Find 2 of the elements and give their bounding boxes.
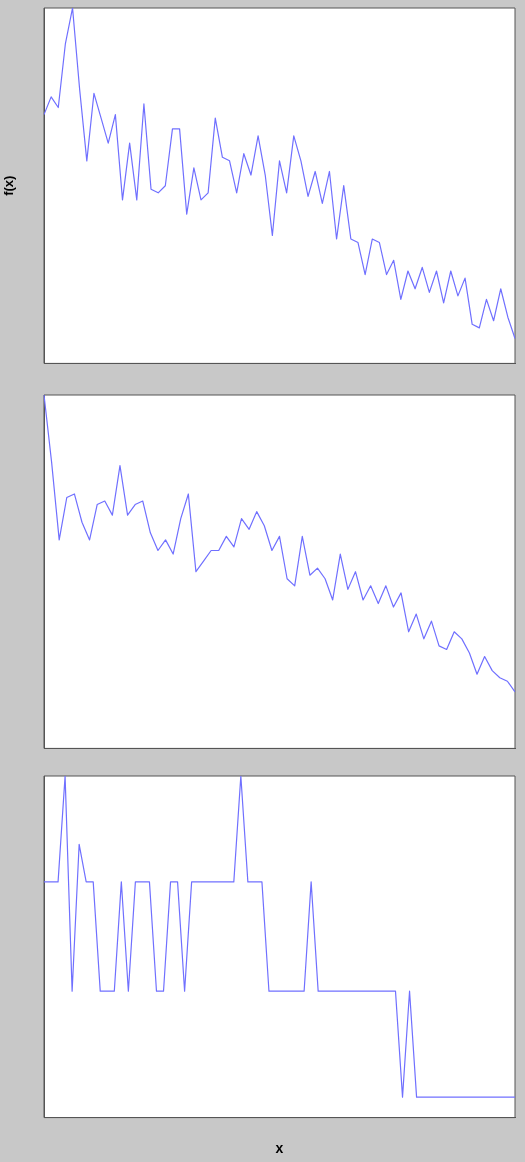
x-axis-title: x [275,1140,284,1157]
y-axis-title: f(x) [1,175,17,196]
